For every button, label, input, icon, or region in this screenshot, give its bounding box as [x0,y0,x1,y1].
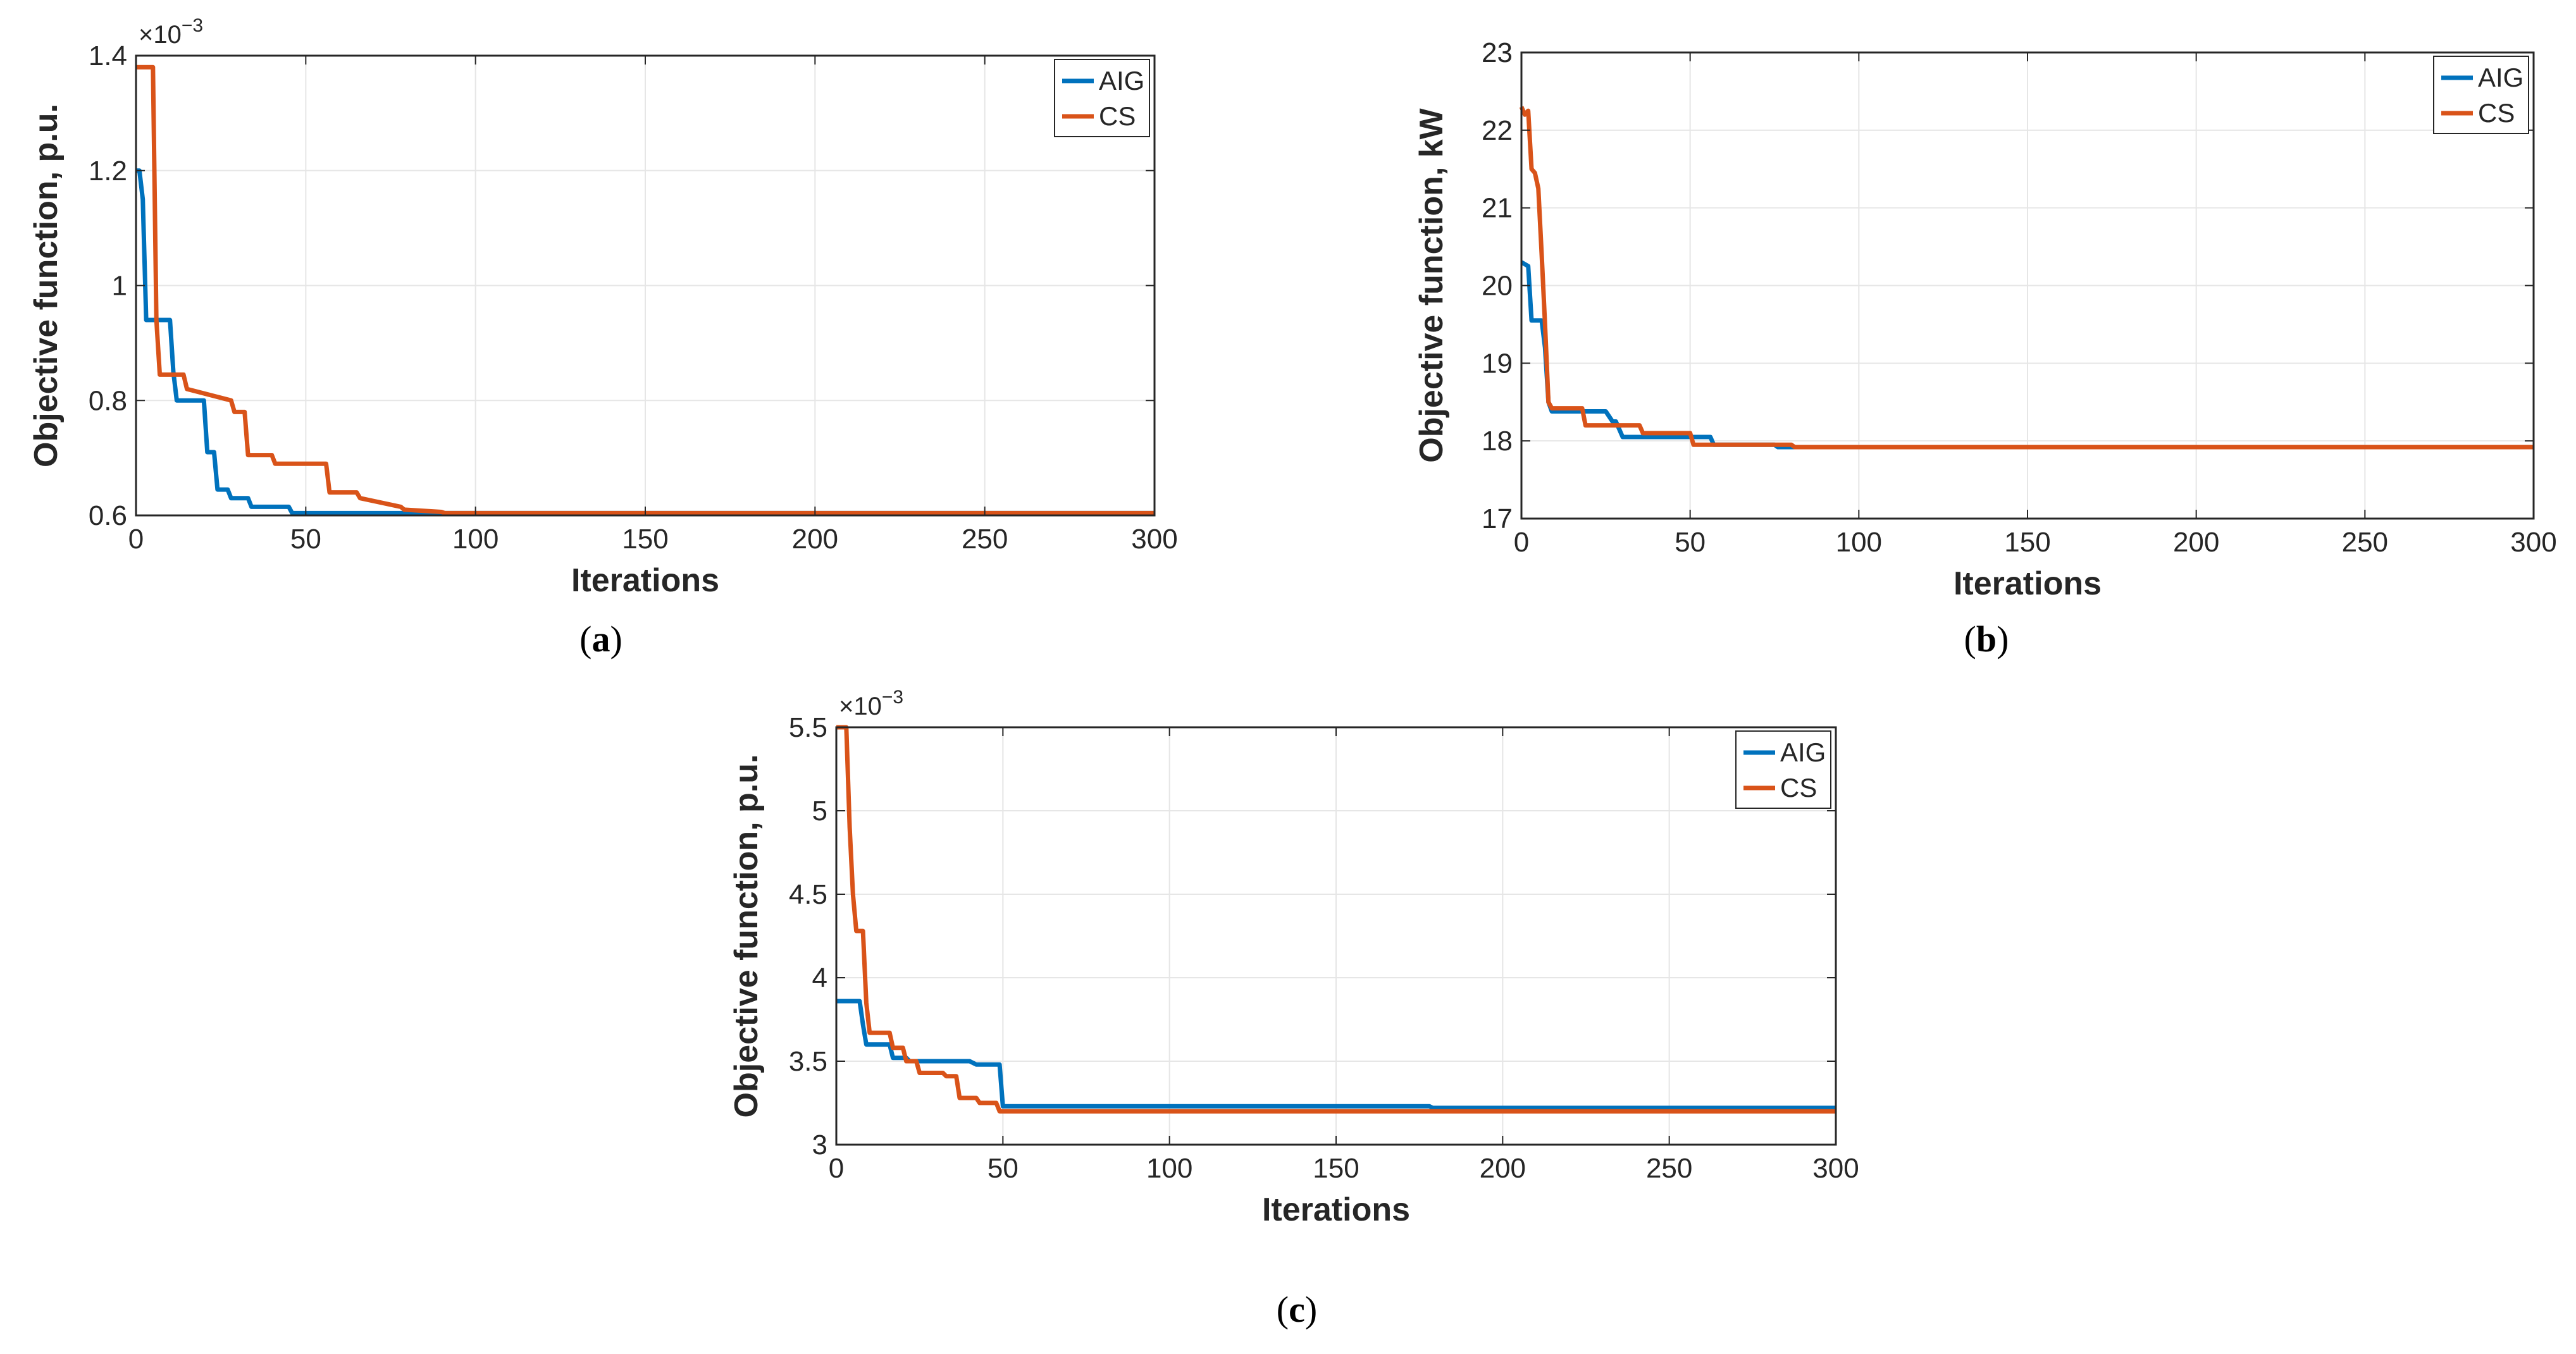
panel-c-chart: 0 50 100 150 200 250 300 3 3.5 4 4.5 5 5.5 ×10−3 Itera… [728,687,1859,1228]
panel-c-legend-label-cs: CS [1780,773,1817,803]
panel-c-xtick-label: 300 [1812,1153,1859,1184]
panel-a-xtick-label: 200 [792,524,838,555]
panel-a-xlabel: Iterations [571,562,719,599]
panel-a-xtick-label: 300 [1131,524,1177,555]
panel-c-caption: (c) [1277,1289,1317,1330]
panel-b-xtick-label: 50 [1675,527,1706,558]
panel-b-chart: 0 50 100 150 200 250 300 17 18 19 20 21 22 23 Iteratio… [1413,37,2557,602]
panel-b-ytick-label: 22 [1482,115,1513,146]
panel-a-ytick-label: 0.6 [89,500,127,531]
panel-a-xtick-label: 100 [452,524,498,555]
panel-b-xlabel: Iterations [1954,565,2102,602]
panel-a-xtick-label: 50 [290,524,321,555]
panel-b-ytick-label: 18 [1482,426,1513,457]
panel-a-ytick-label: 0.8 [89,385,127,416]
panel-b-xtick-label: 200 [2173,527,2219,558]
panel-c-xtick-label: 200 [1480,1153,1526,1184]
panel-a-xtick-label: 0 [128,524,144,555]
panel-c-ylabel: Objective function, p.u. [728,754,765,1118]
panel-b-xtick-label: 0 [1514,527,1529,558]
panel-b-xtick-label: 150 [2004,527,2050,558]
panel-b-xtick-label: 100 [1836,527,1882,558]
panel-a-scale-multiplier: ×10−3 [139,15,203,49]
panel-b-ytick-label: 23 [1482,37,1513,68]
panel-a-ylabel: Objective function, p.u. [28,104,65,467]
panel-c-legend-box [1735,730,1831,809]
panel-a-ytick-label: 1.2 [89,156,127,187]
panel-a-legend-label-cs: CS [1099,101,1136,131]
panel-a-chart: 0 50 100 150 200 250 300 0.6 0.8 1 1.2 1.4 ×10−3 Iter… [28,15,1178,599]
panel-a-ytick-label: 1.4 [89,40,127,71]
panel-b-xtick-label: 250 [2342,527,2388,558]
panel-b-xtick-label: 300 [2510,527,2556,558]
panel-a-caption: (a) [579,619,622,660]
panel-c-ytick-label: 3.5 [789,1046,827,1077]
panel-b-caption: (b) [1964,619,2009,660]
panel-b-ytick-label: 21 [1482,193,1513,224]
panel-c-xtick-label: 100 [1146,1153,1192,1184]
panel-c-series-cs-line [836,725,1836,1114]
panel-c-scale-multiplier: ×10−3 [839,687,903,720]
panel-b-series-cs-line [1519,106,2534,450]
panel-c-ytick-label: 5.5 [789,712,827,743]
panel-a-xtick-label: 150 [622,524,668,555]
panel-b-legend-label-cs: CS [2478,98,2515,128]
panel-b-ylabel: Objective function, kW [1413,108,1450,462]
panel-c-xlabel: Iterations [1262,1191,1410,1228]
panel-b-ytick-label: 17 [1482,503,1513,534]
panel-b-legend-box [2433,56,2529,134]
panel-c-ytick-label: 5 [812,796,827,827]
panel-a-xtick-label: 250 [962,524,1008,555]
panel-a-series-cs-line [136,65,1155,515]
panel-a-series-aig-line [136,168,1155,515]
panel-c-ytick-label: 3 [812,1129,827,1160]
panel-b-ytick-label: 20 [1482,271,1513,302]
panel-b-ytick-label: 19 [1482,348,1513,379]
panel-c-legend-label-aig: AIG [1780,737,1826,767]
panel-c-xtick-label: 150 [1313,1153,1359,1184]
panel-b-legend-label-aig: AIG [2478,63,2523,92]
panel-c-ytick-label: 4.5 [789,879,827,910]
panel-c-xtick-label: 250 [1646,1153,1692,1184]
panel-c-ytick-label: 4 [812,963,827,994]
panel-c-xtick-label: 0 [829,1153,844,1184]
panel-c-xtick-label: 50 [988,1153,1019,1184]
panel-a-ytick-label: 1 [112,271,127,302]
panel-a-legend-box [1054,59,1150,137]
panel-a-legend-label-aig: AIG [1099,66,1144,95]
